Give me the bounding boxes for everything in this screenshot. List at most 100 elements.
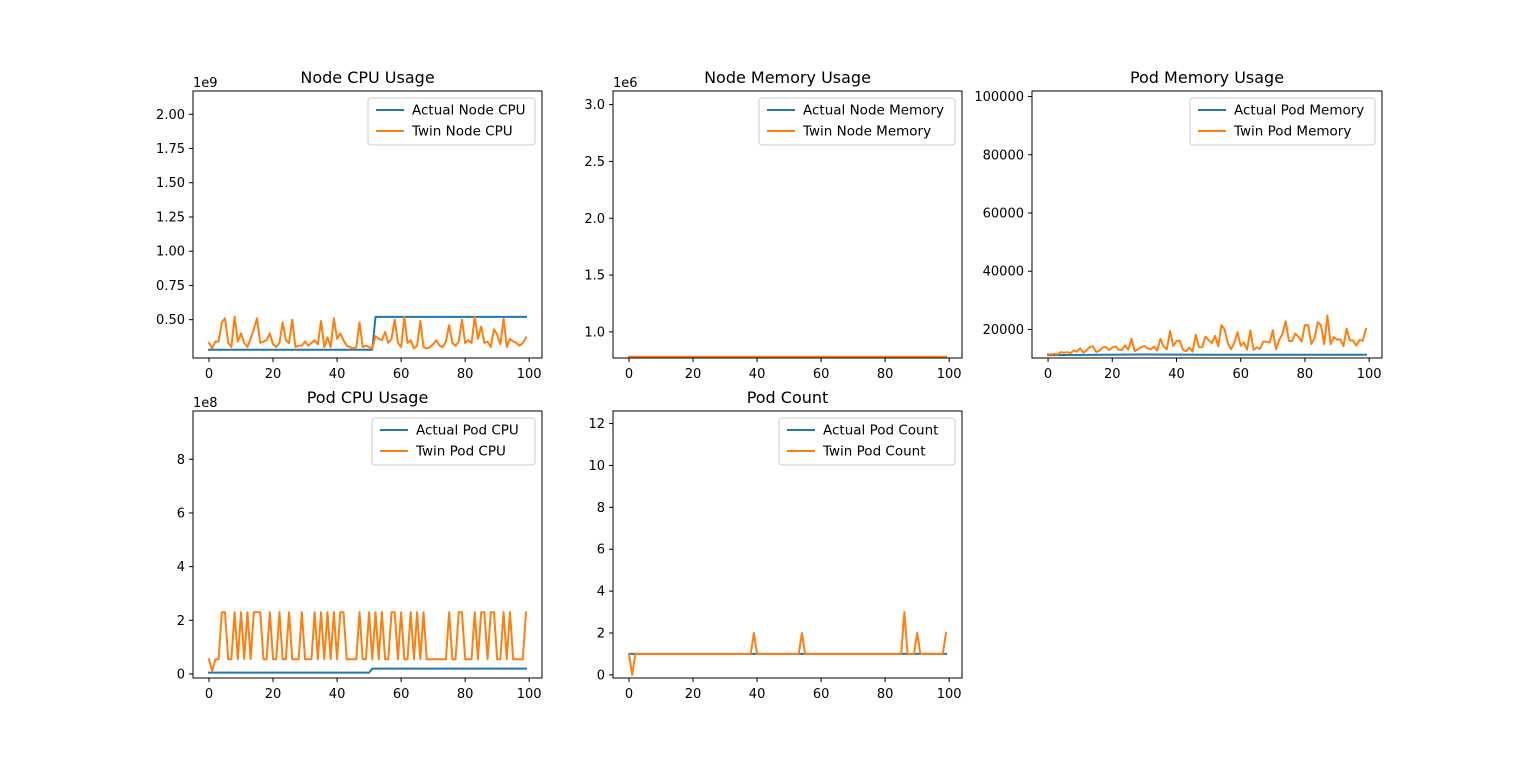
node-cpu-y-exponent-label: 1e9 xyxy=(193,76,218,91)
node-cpu-title: Node CPU Usage xyxy=(300,68,434,87)
pod-cpu-legend-box xyxy=(371,417,536,466)
pod-count-series-twin-line xyxy=(627,611,948,676)
pod-count-x-tick-label: 60 xyxy=(813,687,830,702)
pod-cpu-legend: Actual Pod CPU Twin Pod CPU xyxy=(371,417,536,466)
pod-cpu-x-tick-label: 60 xyxy=(393,687,410,702)
node-memory-y-tick-label: 1.5 xyxy=(584,269,605,284)
node-cpu-x-tick-label: 0 xyxy=(205,367,213,382)
pod-count-y-tick-label: 4 xyxy=(597,585,605,600)
pod-memory-x-tick-label: 0 xyxy=(1044,367,1052,382)
pod-memory-legend-label-twin: Twin Pod Memory xyxy=(1233,124,1351,140)
pod-cpu-y-tick-label: 6 xyxy=(177,506,185,521)
pod-memory-y-tick-label: 100000 xyxy=(974,90,1024,105)
node-memory-x-tick-label: 20 xyxy=(685,367,702,382)
node-memory-y-tick-label: 3.0 xyxy=(584,98,605,113)
node-memory-y-tick-label: 2.5 xyxy=(584,155,605,170)
node-memory-legend-box xyxy=(758,97,956,146)
node-memory-x-tick-label: 80 xyxy=(877,367,894,382)
pod-count-y-tick-label: 2 xyxy=(597,626,605,641)
pod-count-legend-box xyxy=(778,417,956,466)
node-cpu-x-tick-label: 100 xyxy=(517,367,542,382)
node-cpu-series-actual-line xyxy=(208,315,527,351)
pod-memory-legend: Actual Pod Memory Twin Pod Memory xyxy=(1189,97,1376,146)
pod-count-x-tick-label: 0 xyxy=(625,687,633,702)
pod-memory-x-tick-label: 80 xyxy=(1297,367,1314,382)
node-memory-x-tick-label: 0 xyxy=(625,367,633,382)
node-cpu-x-tick-label: 20 xyxy=(265,367,282,382)
pod-count-chart: Pod Count 0 20 40 60 80 100 0 2 4 6 8 10 12 Actual Pod… xyxy=(588,388,963,702)
pod-cpu-legend-label-actual: Actual Pod CPU xyxy=(416,423,519,439)
pod-memory-legend-box xyxy=(1189,97,1376,146)
pod-count-x-tick-label: 80 xyxy=(877,687,894,702)
pod-count-legend: Actual Pod Count Twin Pod Count xyxy=(778,417,956,466)
pod-cpu-chart: Pod CPU Usage 1e8 0 20 40 60 80 100 0 2 4 6 8 Actual … xyxy=(177,388,543,702)
pod-cpu-axes-frame xyxy=(192,410,543,679)
pod-memory-title: Pod Memory Usage xyxy=(1130,68,1284,87)
pod-cpu-x-tick-label: 0 xyxy=(205,687,213,702)
node-cpu-legend-box xyxy=(367,97,536,146)
pod-count-axes-frame xyxy=(612,410,963,679)
pod-count-y-tick-label: 12 xyxy=(588,417,605,432)
node-cpu-x-tick-label: 80 xyxy=(457,367,474,382)
pod-memory-chart: Pod Memory Usage 0 20 40 60 80 100 20000 40000 60… xyxy=(974,68,1383,382)
node-cpu-x-tick-label: 60 xyxy=(393,367,410,382)
pod-count-y-tick-label: 0 xyxy=(597,668,605,683)
pod-cpu-y-tick-label: 8 xyxy=(177,453,185,468)
pod-cpu-x-tick-label: 100 xyxy=(517,687,542,702)
pod-memory-x-tick-label: 60 xyxy=(1232,367,1249,382)
node-memory-y-tick-label: 1.0 xyxy=(584,325,605,340)
pod-count-y-tick-label: 10 xyxy=(588,459,605,474)
pod-count-legend-label-twin: Twin Pod Count xyxy=(822,444,926,460)
node-cpu-axes-frame xyxy=(192,90,543,359)
pod-cpu-x-tick-label: 40 xyxy=(329,687,346,702)
node-cpu-x-tick-label: 40 xyxy=(329,367,346,382)
node-cpu-y-tick-label: 2.00 xyxy=(156,108,185,123)
node-cpu-y-tick-label: 0.50 xyxy=(156,313,185,328)
pod-cpu-x-tick-label: 80 xyxy=(457,687,474,702)
pod-memory-y-tick-label: 20000 xyxy=(983,323,1024,338)
node-memory-x-tick-label: 100 xyxy=(937,367,962,382)
node-cpu-y-tick-label: 0.75 xyxy=(156,279,185,294)
pod-memory-x-tick-label: 40 xyxy=(1168,367,1185,382)
pod-memory-x-tick-label: 100 xyxy=(1357,367,1382,382)
pod-count-x-tick-label: 40 xyxy=(749,687,766,702)
node-cpu-legend-label-twin: Twin Node CPU xyxy=(411,124,513,140)
node-cpu-chart: Node CPU Usage 1e9 0 20 40 60 80 100 0.50 0.75 1.0… xyxy=(156,68,543,382)
node-memory-chart: Node Memory Usage 1e6 0 20 40 60 80 100 1.0 1.5 2.… xyxy=(584,68,963,382)
pod-memory-y-tick-label: 60000 xyxy=(983,206,1024,221)
pod-memory-series-actual-line xyxy=(1047,353,1367,357)
node-cpu-y-tick-label: 1.50 xyxy=(156,176,185,191)
pod-count-legend-label-actual: Actual Pod Count xyxy=(823,423,938,439)
node-memory-legend-label-twin: Twin Node Memory xyxy=(802,124,931,140)
node-memory-title: Node Memory Usage xyxy=(704,68,871,87)
pod-memory-y-tick-label: 40000 xyxy=(983,265,1024,280)
pod-memory-series-twin-line xyxy=(1047,314,1368,356)
pod-memory-x-tick-label: 20 xyxy=(1104,367,1121,382)
node-cpu-y-tick-label: 1.25 xyxy=(156,210,185,225)
pod-memory-legend-label-actual: Actual Pod Memory xyxy=(1234,103,1364,119)
pod-count-y-tick-label: 6 xyxy=(597,543,605,558)
node-memory-legend-label-actual: Actual Node Memory xyxy=(803,103,944,119)
pod-count-x-tick-label: 20 xyxy=(685,687,702,702)
node-memory-y-tick-label: 2.0 xyxy=(584,212,605,227)
pod-cpu-x-tick-label: 20 xyxy=(265,687,282,702)
pod-cpu-y-tick-label: 0 xyxy=(177,667,185,682)
pod-cpu-legend-label-twin: Twin Pod CPU xyxy=(415,444,506,460)
pod-count-title: Pod Count xyxy=(747,388,829,407)
node-cpu-y-tick-label: 1.00 xyxy=(156,245,185,260)
pod-memory-y-tick-label: 80000 xyxy=(983,148,1024,163)
pod-memory-axes-frame xyxy=(1031,90,1383,359)
node-memory-legend: Actual Node Memory Twin Node Memory xyxy=(758,97,956,146)
node-memory-axes-frame xyxy=(612,90,963,359)
node-memory-y-exponent-label: 1e6 xyxy=(613,76,638,91)
pod-count-x-tick-label: 100 xyxy=(937,687,962,702)
pod-cpu-y-exponent-label: 1e8 xyxy=(193,396,218,411)
pod-cpu-y-tick-label: 2 xyxy=(177,614,185,629)
pod-cpu-series-twin-line xyxy=(207,611,528,673)
pod-cpu-title: Pod CPU Usage xyxy=(307,388,429,407)
pod-cpu-y-tick-label: 4 xyxy=(177,560,185,575)
node-cpu-legend-label-actual: Actual Node CPU xyxy=(412,103,526,119)
pod-cpu-series-actual-line xyxy=(208,667,527,674)
node-memory-x-tick-label: 60 xyxy=(813,367,830,382)
